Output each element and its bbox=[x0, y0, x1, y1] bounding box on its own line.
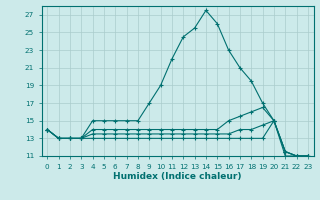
X-axis label: Humidex (Indice chaleur): Humidex (Indice chaleur) bbox=[113, 172, 242, 181]
